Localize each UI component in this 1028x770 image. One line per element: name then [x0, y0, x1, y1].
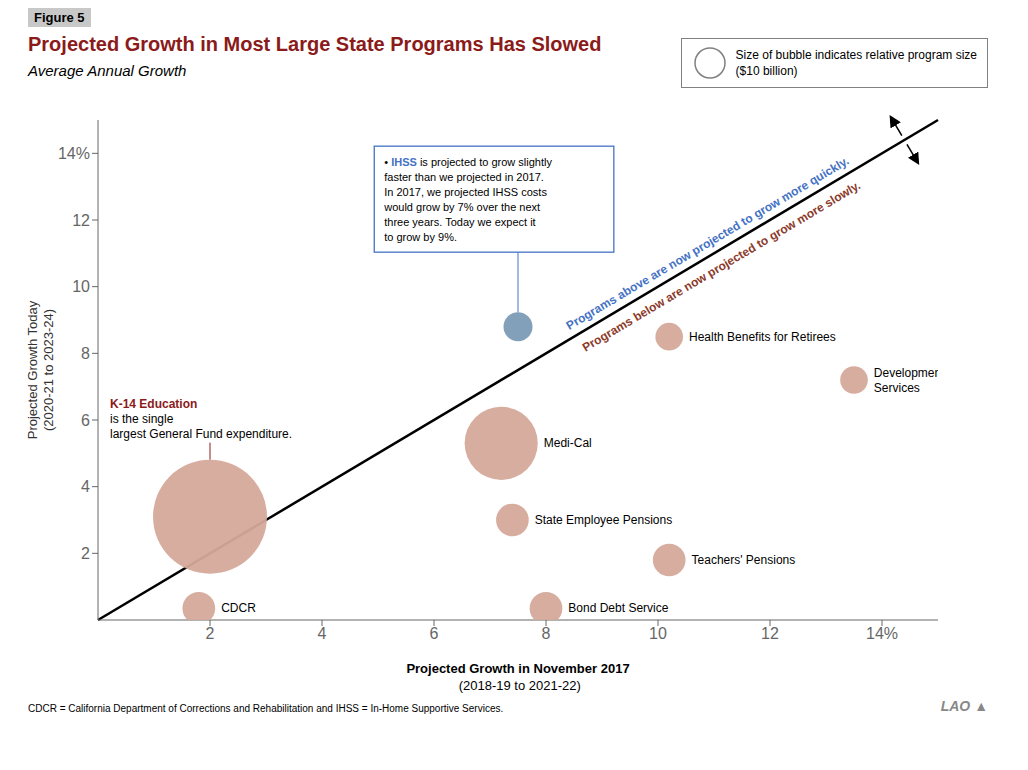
- svg-text:Health Benefits for Retirees: Health Benefits for Retirees: [689, 330, 836, 344]
- svg-text:DevelopmentalServices: DevelopmentalServices: [874, 366, 938, 395]
- svg-text:CDCR: CDCR: [221, 601, 256, 615]
- html-text:Projected Growth in Most Large: Projected Growth in Most Large State Pro…: [28, 33, 602, 55]
- svg-text:State Employee Pensions: State Employee Pensions: [535, 513, 672, 527]
- svg-text:12: 12: [761, 625, 779, 642]
- html-text:($10 billion): ($10 billion): [735, 64, 798, 78]
- svg-text:4: 4: [81, 478, 90, 495]
- html-text:CDCR = California Department o: CDCR = California Department of Correcti…: [28, 703, 504, 714]
- svg-text:2: 2: [81, 545, 90, 562]
- html-text:(2018-19 to 2021-22): (2018-19 to 2021-22): [455, 678, 581, 693]
- svg-text:8: 8: [81, 345, 90, 362]
- svg-text:Bond Debt Service: Bond Debt Service: [568, 601, 668, 615]
- svg-text:6: 6: [430, 625, 439, 642]
- svg-text:14%: 14%: [58, 145, 90, 162]
- svg-text:Projected Growth Today(2020-21: Projected Growth Today(2020-21 to 2023-2…: [25, 300, 56, 439]
- svg-text:10: 10: [72, 278, 90, 295]
- svg-text:8: 8: [542, 625, 551, 642]
- svg-text:is the singlelargest General F: is the singlelargest General Fund expend…: [110, 412, 292, 441]
- svg-text:• IHSS is projected to grow sl: • IHSS is projected to grow slightlyfast…: [383, 156, 552, 243]
- svg-text:6: 6: [81, 412, 90, 429]
- svg-text:4: 4: [318, 625, 327, 642]
- html-text:Projected Growth in November 2: Projected Growth in November 2017: [406, 661, 630, 676]
- svg-text:K-14 Education: K-14 Education: [110, 397, 197, 411]
- html-text:LAO ▲: LAO ▲: [940, 698, 988, 714]
- svg-text:14%: 14%: [866, 625, 898, 642]
- svg-text:10: 10: [649, 625, 667, 642]
- svg-text:2: 2: [206, 625, 215, 642]
- svg-text:Medi-Cal: Medi-Cal: [544, 436, 592, 450]
- html-text:Size of bubble indicates relat: Size of bubble indicates relative progra…: [735, 48, 977, 62]
- html-text:Figure 5: Figure 5: [34, 10, 85, 25]
- svg-text:Programs above are now project: Programs above are now projected to grow…: [564, 154, 852, 333]
- svg-text:Programs below are now project: Programs below are now projected to grow…: [580, 178, 863, 354]
- html-text:Average Annual Growth: Average Annual Growth: [28, 62, 187, 79]
- svg-text:Teachers' Pensions: Teachers' Pensions: [692, 553, 796, 567]
- svg-text:12: 12: [72, 212, 90, 229]
